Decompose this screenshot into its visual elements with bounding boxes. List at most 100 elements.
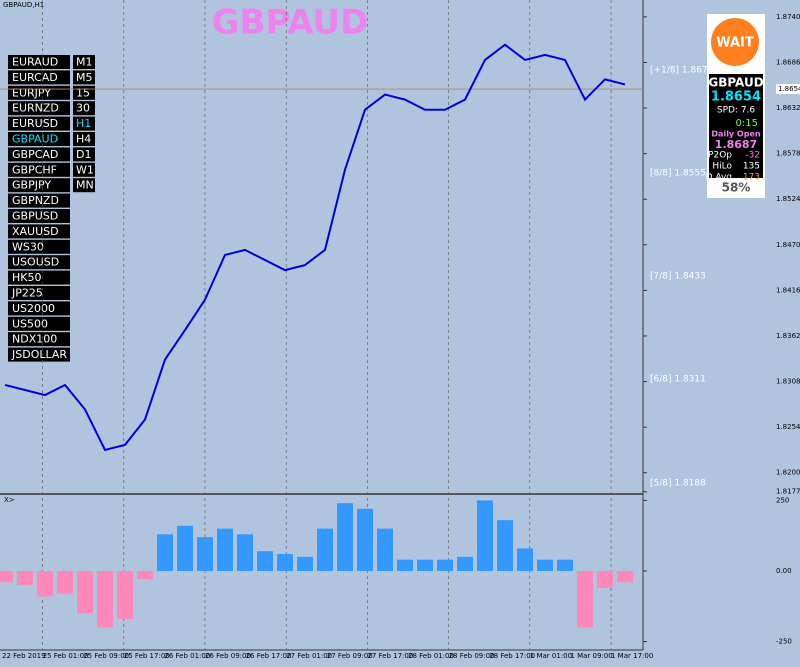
x-tick-label: 27 Feb 09:00 bbox=[327, 652, 373, 660]
status-circle bbox=[711, 18, 759, 66]
timeframe[interactable]: 15 bbox=[76, 86, 90, 99]
panel-price: 1.8654 bbox=[711, 90, 761, 105]
symbol[interactable]: EURUSD bbox=[12, 117, 58, 130]
y-tick-label: 1.83080 bbox=[776, 378, 800, 386]
symbol[interactable]: USOUSD bbox=[12, 256, 59, 269]
window-label: GBPAUD,H1 bbox=[3, 1, 44, 9]
x-tick-label: 22 Feb 2019 bbox=[2, 652, 46, 660]
osc-bar bbox=[577, 571, 593, 628]
osc-bar bbox=[277, 554, 293, 571]
timeframe-button[interactable] bbox=[73, 162, 95, 177]
symbol[interactable]: GBPCAD bbox=[12, 148, 58, 161]
info-value: 135 bbox=[743, 162, 760, 172]
symbol-button[interactable] bbox=[8, 347, 70, 362]
timeframe[interactable]: M5 bbox=[76, 71, 93, 84]
symbol[interactable]: EURCAD bbox=[12, 71, 58, 84]
symbol[interactable]: US2000 bbox=[12, 302, 55, 315]
timeframe[interactable]: M1 bbox=[76, 56, 93, 69]
symbol[interactable]: GBPCHF bbox=[12, 163, 57, 176]
symbol[interactable]: WS30 bbox=[12, 240, 44, 253]
symbol-button[interactable] bbox=[8, 162, 70, 177]
y-tick-label: 1.86860 bbox=[776, 58, 800, 66]
symbol[interactable]: GBPAUD bbox=[12, 133, 58, 146]
symbol[interactable]: EURAUD bbox=[12, 56, 58, 69]
panel-spread: SPD: 7.6 bbox=[717, 106, 756, 116]
symbol-button[interactable] bbox=[8, 316, 70, 331]
x-tick-label: 28 Feb 17:00 bbox=[489, 652, 535, 660]
info-key: P2Op bbox=[708, 151, 732, 161]
symbol-button[interactable] bbox=[8, 132, 70, 146]
osc-bar bbox=[177, 525, 193, 571]
symbol-button[interactable] bbox=[8, 116, 70, 131]
osc-bar bbox=[537, 559, 553, 571]
y-tick-label: 1.83620 bbox=[776, 332, 800, 340]
y-tick-label: 1.81775 bbox=[776, 488, 800, 496]
level-label: [+1/8] 1.8677 bbox=[650, 66, 713, 76]
timeframe-button[interactable] bbox=[73, 147, 95, 162]
info-key: D.Avg bbox=[706, 173, 732, 183]
symbol[interactable]: JSDOLLAR bbox=[11, 348, 67, 361]
symbol[interactable]: US500 bbox=[12, 317, 48, 330]
level-label: [5/8] 1.8188 bbox=[650, 478, 706, 488]
symbol-button[interactable] bbox=[8, 239, 70, 254]
panel-dark bbox=[709, 74, 763, 120]
x-tick-label: 25 Feb 01:00 bbox=[43, 652, 89, 660]
symbol-button[interactable] bbox=[8, 178, 70, 193]
symbol[interactable]: EURJPY bbox=[12, 86, 51, 99]
osc-bar bbox=[137, 571, 153, 580]
y-tick-label: 1.85780 bbox=[776, 150, 800, 158]
timeframe-button[interactable] bbox=[73, 55, 95, 69]
symbol[interactable]: XAUUSD bbox=[12, 225, 59, 238]
chart-title: GBPAUD bbox=[212, 3, 369, 43]
osc-bar bbox=[57, 571, 73, 594]
timeframe[interactable]: MN bbox=[76, 179, 94, 192]
timeframe-button[interactable] bbox=[73, 70, 95, 85]
osc-bar bbox=[37, 571, 53, 597]
symbol-button[interactable] bbox=[8, 55, 70, 69]
osc-bar bbox=[117, 571, 133, 620]
symbol-button[interactable] bbox=[8, 332, 70, 347]
daily-open-label: Daily Open bbox=[711, 130, 760, 139]
symbol-button[interactable] bbox=[8, 101, 70, 116]
symbol[interactable]: HK50 bbox=[12, 271, 41, 284]
timeframe[interactable]: H4 bbox=[76, 133, 91, 146]
osc-bar bbox=[357, 508, 373, 571]
timeframe[interactable]: D1 bbox=[76, 148, 91, 161]
symbol[interactable]: GBPUSD bbox=[12, 210, 58, 223]
symbol-button[interactable] bbox=[8, 301, 70, 316]
symbol-button[interactable] bbox=[8, 147, 70, 162]
timeframe-button[interactable] bbox=[73, 101, 95, 116]
symbol[interactable]: JP225 bbox=[11, 287, 43, 300]
panel-symbol: GBPAUD bbox=[708, 76, 763, 90]
timeframe[interactable]: W1 bbox=[76, 163, 94, 176]
symbol[interactable]: NDX100 bbox=[12, 333, 57, 346]
osc-bar bbox=[0, 571, 13, 583]
price-line bbox=[4, 43, 626, 452]
symbol-button[interactable] bbox=[8, 286, 70, 300]
symbol-button[interactable] bbox=[8, 224, 70, 239]
timeframe[interactable]: H1 bbox=[76, 117, 91, 130]
x-tick-label: 1 Mar 01:00 bbox=[530, 652, 572, 660]
daily-open: 1.8687 bbox=[715, 138, 757, 151]
x-tick-label: 1 Mar 17:00 bbox=[611, 652, 653, 660]
timeframe-button[interactable] bbox=[73, 132, 95, 146]
symbol-button[interactable] bbox=[8, 70, 70, 85]
symbol-button[interactable] bbox=[8, 209, 70, 223]
y-tick-label: 1.82000 bbox=[776, 469, 800, 477]
symbol[interactable]: EURNZD bbox=[12, 102, 59, 115]
osc-tick-label: -250 bbox=[776, 638, 792, 646]
osc-bar bbox=[17, 571, 33, 586]
osc-tick-label: 250 bbox=[776, 496, 789, 504]
osc-bar bbox=[517, 548, 533, 571]
x-tick-label: 27 Feb 17:00 bbox=[367, 652, 413, 660]
timeframe[interactable]: 30 bbox=[76, 102, 90, 115]
timeframe-button[interactable] bbox=[73, 178, 95, 193]
symbol[interactable]: GBPJPY bbox=[12, 179, 51, 192]
symbol-button[interactable] bbox=[8, 255, 70, 270]
symbol-button[interactable] bbox=[8, 193, 70, 208]
symbol-button[interactable] bbox=[8, 270, 70, 285]
symbol[interactable]: GBPNZD bbox=[12, 194, 59, 207]
osc-bar bbox=[317, 528, 333, 571]
timeframe-button[interactable] bbox=[73, 116, 95, 131]
